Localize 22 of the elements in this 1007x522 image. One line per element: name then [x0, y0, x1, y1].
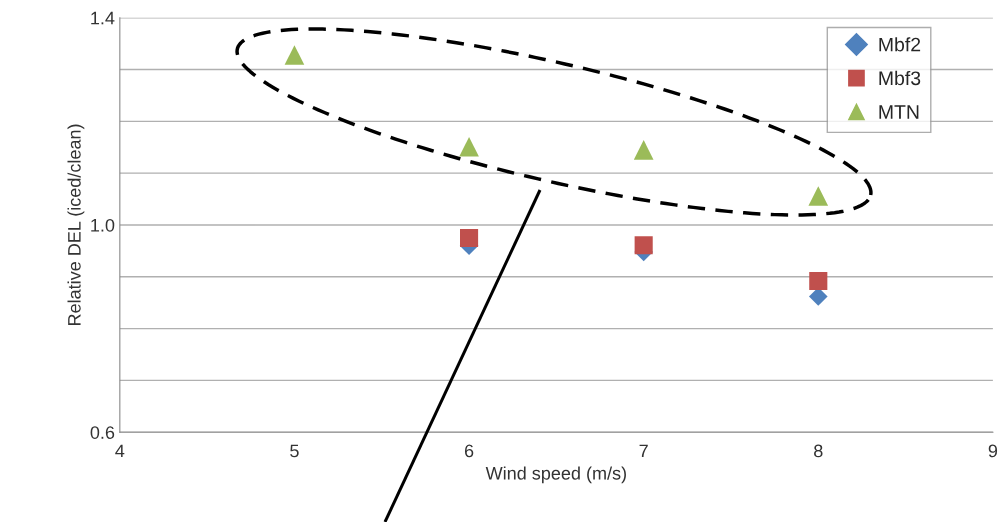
y-tick-label: 0.6: [90, 426, 115, 439]
x-tick-label: 5: [290, 444, 299, 458]
point: [808, 186, 829, 206]
y-axis-title: Relative DEL (iced/clean): [67, 124, 85, 326]
y-tick-label: 1.4: [91, 11, 115, 25]
point: [460, 228, 479, 247]
x-tick-label: 8: [814, 444, 823, 458]
x-tick-label: 6: [464, 444, 474, 458]
point: [284, 45, 305, 65]
point: [808, 287, 828, 306]
legend-label: Mbf2: [879, 37, 921, 52]
x-axis-title: Wind speed (m/s): [485, 466, 626, 484]
x-tick-label: 7: [639, 444, 648, 458]
x-tick-label: 9: [988, 444, 998, 458]
point: [809, 271, 828, 290]
legend-label: MTN: [879, 105, 919, 119]
point: [633, 140, 654, 160]
x-tick-label: 4: [115, 444, 125, 458]
point: [634, 236, 653, 255]
legend-label: Mbf3: [879, 70, 921, 86]
y-tick-label: 1.0: [91, 218, 115, 232]
point: [459, 136, 479, 157]
